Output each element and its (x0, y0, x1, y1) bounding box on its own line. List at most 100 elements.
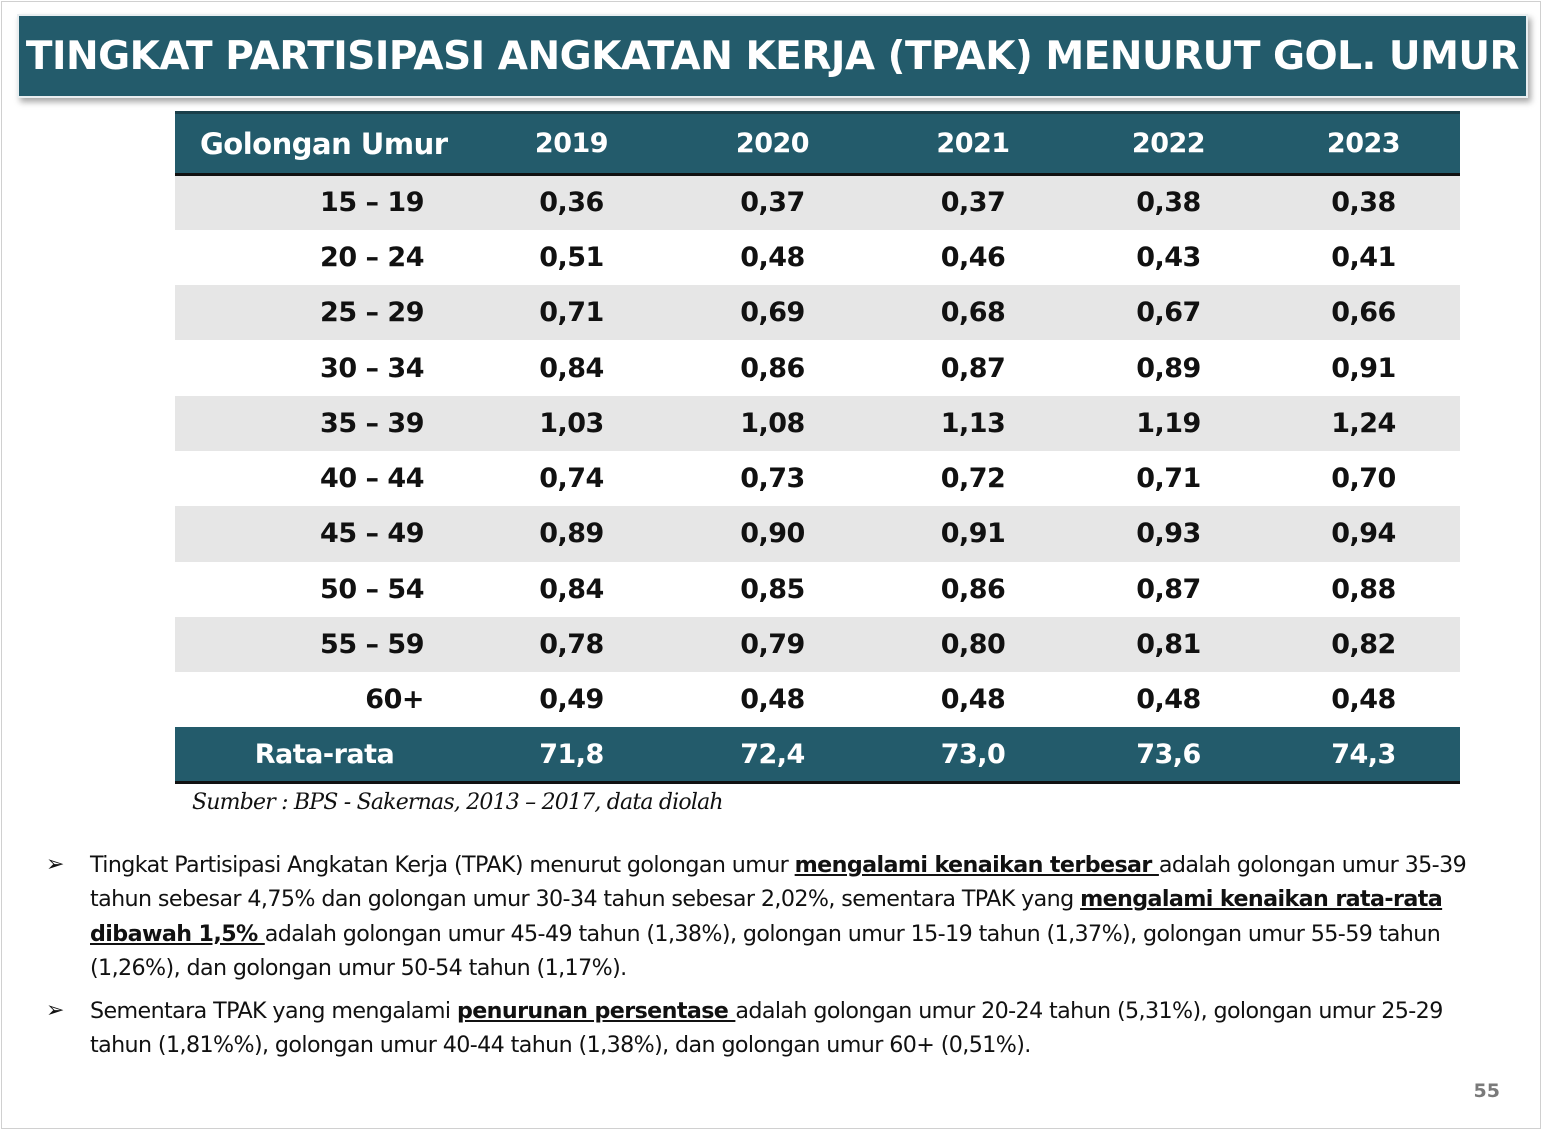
value-cell: 0,41 (1331, 241, 1396, 273)
emphasized-phrase: mengalami kenaikan terbesar (794, 852, 1159, 878)
title-banner: TINGKAT PARTISIPASI ANGKATAN KERJA (TPAK… (17, 14, 1528, 98)
arrow-bullet-icon: ➢ (46, 852, 64, 877)
value-cell: 0,90 (740, 518, 805, 550)
age-group-cell: 30 – 34 (320, 352, 424, 384)
table-row: 35 – 39 1,03 1,08 1,13 1,19 1,24 (175, 395, 1460, 451)
table-row: 15 – 19 0,36 0,37 0,37 0,38 0,38 (175, 174, 1460, 230)
value-cell: 0,48 (1331, 684, 1396, 716)
value-cell: 0,46 (940, 241, 1006, 273)
age-group-cell: 15 – 19 (320, 187, 424, 219)
emphasized-phrase: penurunan persentase (456, 998, 736, 1025)
arrow-bullet-icon: ➢ (46, 998, 64, 1024)
value-cell: 0,87 (1136, 573, 1201, 605)
header-age-group: Golongan Umur (175, 111, 474, 176)
average-label: Rata-rata (175, 727, 474, 784)
bullet-text: Tingkat Partisipasi Angkatan Kerja (TPAK… (90, 848, 1490, 985)
value-cell: 0,36 (539, 187, 604, 219)
value-cell: 0,48 (1136, 684, 1201, 716)
value-cell: 0,66 (1331, 297, 1396, 329)
bullet-list: ➢ Tingkat Partisipasi Angkatan Kerja (TPA… (40, 848, 1490, 1072)
value-cell: 0,72 (940, 463, 1006, 495)
value-cell: 1,24 (1331, 407, 1396, 439)
value-cell: 0,86 (940, 573, 1006, 605)
table-row: 40 – 44 0,74 0,73 0,72 0,71 0,70 (175, 450, 1460, 507)
table-row: 55 – 59 0,78 0,79 0,80 0,81 0,82 (175, 616, 1460, 673)
value-cell: 0,91 (940, 518, 1006, 550)
table-row: 30 – 34 0,84 0,86 0,87 0,89 0,91 (175, 340, 1460, 396)
value-cell: 0,84 (539, 573, 604, 605)
table-row: 20 – 24 0,51 0,48 0,46 0,43 0,41 (175, 229, 1460, 286)
value-cell: 0,78 (539, 629, 604, 661)
bullet-text: Sementara TPAK yang mengalami penurunan … (90, 994, 1490, 1063)
age-group-cell: 20 – 24 (320, 241, 424, 273)
value-cell: 0,70 (1331, 463, 1396, 495)
bullet-item: ➢ Tingkat Partisipasi Angkatan Kerja (TPA… (40, 848, 1490, 985)
value-cell: 0,81 (1136, 629, 1201, 661)
age-group-cell: 60+ (365, 684, 424, 716)
header-year: 2019 (474, 111, 669, 176)
text-segment: adalah golongan umur 45-49 tahun (1,38%)… (90, 920, 1441, 981)
value-cell: 0,71 (539, 297, 604, 329)
table-row: 25 – 29 0,71 0,69 0,68 0,67 0,66 (175, 285, 1460, 341)
value-cell: 1,03 (539, 407, 604, 439)
value-cell: 0,74 (539, 463, 604, 495)
value-cell: 0,89 (539, 518, 604, 550)
text-segment: Sementara TPAK yang mengalami (90, 998, 457, 1025)
emphasized-phrase: mengalami kenaikan rata-rata dibawah 1,5… (90, 886, 1443, 947)
value-cell: 0,87 (940, 352, 1006, 384)
average-cell: 71,8 (474, 727, 669, 784)
value-cell: 0,48 (940, 684, 1006, 716)
age-group-cell: 25 – 29 (320, 297, 424, 329)
value-cell: 0,73 (740, 463, 805, 495)
age-group-cell: 35 – 39 (320, 407, 424, 439)
value-cell: 0,68 (940, 297, 1006, 329)
value-cell: 0,38 (1331, 187, 1396, 219)
text-segment: Tingkat Partisipasi Angkatan Kerja (TPAK… (90, 852, 795, 878)
value-cell: 0,86 (740, 352, 805, 384)
value-cell: 0,38 (1136, 187, 1201, 219)
average-cell: 72,4 (669, 727, 876, 784)
value-cell: 0,91 (1331, 352, 1396, 384)
average-row: Rata-rata 71,8 72,4 73,0 73,6 74,3 (175, 727, 1460, 784)
source-note: Sumber : BPS - Sakernas, 2013 – 2017, da… (192, 790, 724, 815)
header-year: 2023 (1267, 111, 1460, 176)
value-cell: 1,19 (1136, 407, 1201, 439)
header-year: 2020 (669, 111, 876, 176)
value-cell: 0,84 (539, 352, 604, 384)
value-cell: 0,67 (1136, 297, 1201, 329)
value-cell: 0,37 (940, 187, 1006, 219)
value-cell: 0,71 (1136, 463, 1201, 495)
table-row: 45 – 49 0,89 0,90 0,91 0,93 0,94 (175, 506, 1460, 562)
bullet-item: ➢ Sementara TPAK yang mengalami penurunan… (40, 994, 1490, 1063)
value-cell: 0,37 (740, 187, 805, 219)
age-group-cell: 55 – 59 (320, 629, 424, 661)
value-cell: 0,43 (1136, 241, 1201, 273)
average-cell: 74,3 (1267, 727, 1460, 784)
value-cell: 0,69 (740, 297, 805, 329)
header-year: 2021 (876, 111, 1070, 176)
value-cell: 0,82 (1331, 629, 1396, 661)
value-cell: 0,48 (740, 684, 805, 716)
tpak-table: Golongan Umur 2019 2020 2021 2022 2023 1… (175, 111, 1460, 784)
value-cell: 1,08 (740, 407, 805, 439)
value-cell: 0,49 (539, 684, 604, 716)
table-row: 60+ 0,49 0,48 0,48 0,48 0,48 (175, 672, 1460, 728)
average-cell: 73,6 (1070, 727, 1267, 784)
value-cell: 0,79 (740, 629, 805, 661)
header-year: 2022 (1070, 111, 1267, 176)
value-cell: 0,94 (1331, 518, 1396, 550)
age-group-cell: 45 – 49 (320, 518, 424, 550)
average-cell: 73,0 (876, 727, 1070, 784)
age-group-cell: 40 – 44 (320, 463, 424, 495)
value-cell: 0,89 (1136, 352, 1201, 384)
page-number: 55 (1473, 1080, 1500, 1102)
value-cell: 1,13 (940, 407, 1006, 439)
age-group-cell: 50 – 54 (320, 573, 424, 605)
table-header-row: Golongan Umur 2019 2020 2021 2022 2023 (175, 111, 1460, 176)
value-cell: 0,51 (539, 241, 604, 273)
table-row: 50 – 54 0,84 0,85 0,86 0,87 0,88 (175, 561, 1460, 617)
value-cell: 0,88 (1331, 573, 1396, 605)
value-cell: 0,48 (740, 241, 805, 273)
value-cell: 0,80 (940, 629, 1006, 661)
